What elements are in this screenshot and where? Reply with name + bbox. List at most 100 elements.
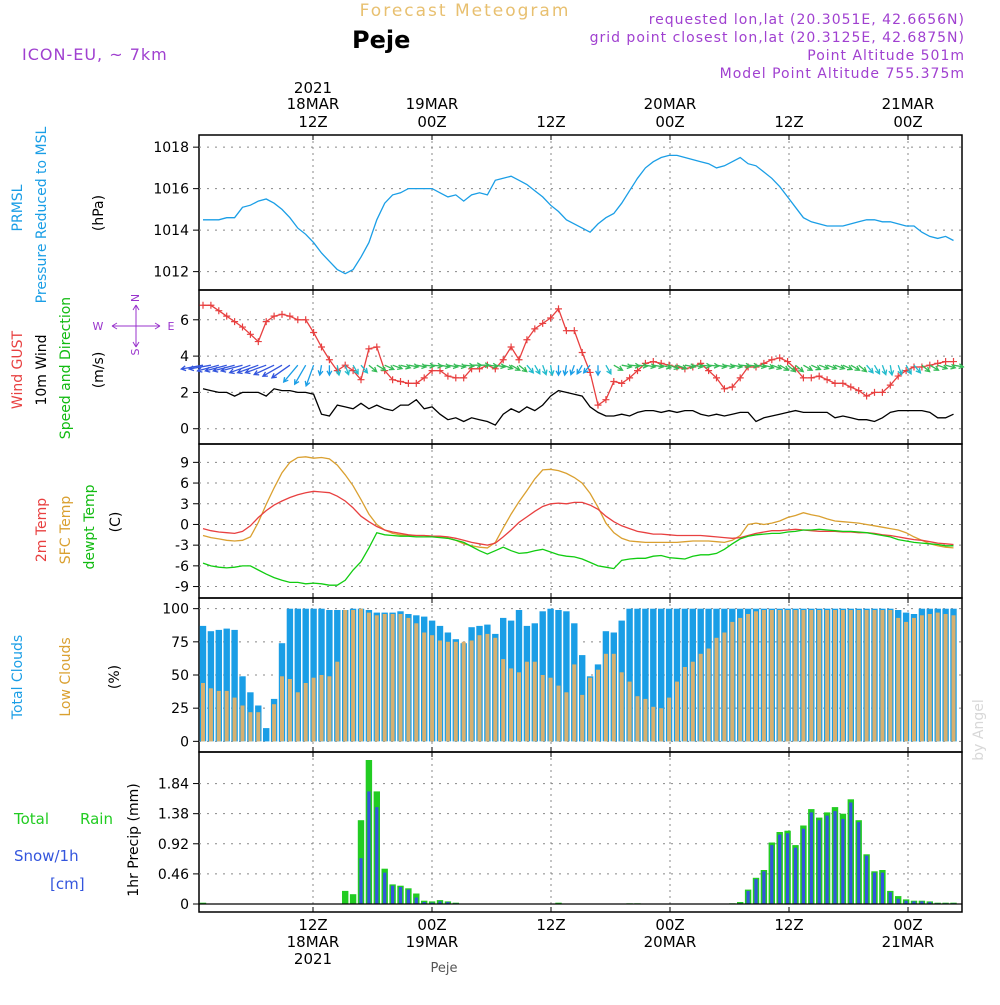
footer-station: Peje bbox=[431, 961, 458, 976]
low-cloud-bar-84 bbox=[864, 610, 869, 742]
low-cloud-bar-62 bbox=[690, 661, 695, 742]
low-cloud-bar-20 bbox=[359, 608, 363, 742]
wind-direction-arrow-89 bbox=[905, 364, 912, 375]
wind-direction-arrow-13 bbox=[294, 364, 307, 386]
wind-gust-series-point-64 bbox=[705, 367, 713, 375]
snow-bar-23 bbox=[383, 872, 387, 904]
wind-gust-series-point-80 bbox=[831, 379, 839, 387]
label-total-clouds: Total Clouds bbox=[10, 635, 26, 720]
wind-direction-arrow-76 bbox=[803, 364, 814, 371]
low-cloud-bar-49 bbox=[588, 677, 593, 742]
low-cloud-bar-14 bbox=[311, 677, 316, 742]
label-prmsl: PRMSL bbox=[10, 184, 26, 231]
model-altitude: Model Point Altitude 755.375m bbox=[720, 66, 965, 82]
temperature-ytick-label-4: 3 bbox=[180, 497, 189, 513]
wind-direction-arrow-50 bbox=[595, 365, 601, 377]
wind-gust-series-point-38 bbox=[499, 356, 507, 364]
top-label-6-date: 21MAR bbox=[882, 95, 935, 113]
label-speed-direction: Speed and Direction bbox=[58, 297, 74, 439]
label-2m-temp: 2m Temp bbox=[34, 498, 50, 562]
wind-gust-series-point-79 bbox=[823, 376, 831, 384]
top-time-labels: 2021 18MAR 12Z 19MAR 00Z 12Z 20MAR 00Z 1… bbox=[287, 79, 935, 131]
low-cloud-bar-71 bbox=[761, 610, 766, 742]
wind-direction-arrow-17 bbox=[335, 365, 342, 377]
bottom-label-5-hour: 12Z bbox=[774, 916, 803, 934]
wind-direction-arrow-78 bbox=[818, 364, 830, 371]
snow-bar-90 bbox=[912, 901, 916, 904]
low-cloud-bar-45 bbox=[556, 685, 561, 742]
low-cloud-bar-60 bbox=[675, 681, 679, 742]
clouds-ytick-label-0: 0 bbox=[180, 734, 189, 750]
low-cloud-bar-64 bbox=[706, 648, 711, 742]
low-cloud-bar-88 bbox=[896, 617, 901, 742]
pressure-ytick-label-1: 1014 bbox=[153, 223, 189, 239]
wind-gust-series-point-95 bbox=[950, 358, 957, 366]
wind-direction-arrow-82 bbox=[850, 364, 861, 371]
low-cloud-bar-4 bbox=[232, 697, 237, 742]
pressure-ytick-label-0: 1012 bbox=[153, 265, 189, 281]
low-cloud-bar-92 bbox=[927, 614, 932, 742]
low-cloud-bar-94 bbox=[943, 614, 948, 742]
low-cloud-bar-18 bbox=[343, 610, 348, 742]
label-cm: [cm] bbox=[50, 875, 85, 893]
low-cloud-bar-76 bbox=[801, 610, 806, 742]
wind-gust-series-point-3 bbox=[223, 312, 231, 320]
total-cloud-bar-59 bbox=[665, 608, 673, 742]
wind-gust-series-point-28 bbox=[420, 374, 428, 382]
wind-gust-series-point-22 bbox=[373, 343, 381, 351]
label-precip-axis: 1hr Precip (mm) bbox=[126, 783, 142, 896]
top-label-1-hour: 12Z bbox=[298, 113, 327, 131]
low-cloud-bar-73 bbox=[777, 610, 782, 742]
pressure-frame bbox=[198, 134, 963, 291]
low-cloud-bar-15 bbox=[319, 675, 324, 742]
low-cloud-bar-3 bbox=[224, 690, 229, 742]
low-cloud-bar-42 bbox=[532, 661, 537, 742]
temp-labels: 2m Temp SFC Temp dewpt Temp (C) bbox=[34, 484, 124, 569]
bottom-label-1-date: 18MAR bbox=[287, 933, 340, 951]
clouds-ytick-label-4: 100 bbox=[162, 602, 189, 618]
bottom-time-labels: 12Z 18MAR 2021 00Z 19MAR 12Z 00Z 20MAR 1… bbox=[287, 916, 935, 968]
sfc-temp-series bbox=[202, 456, 954, 549]
bottom-label-6-date: 21MAR bbox=[882, 933, 935, 951]
wind-direction-arrow-58 bbox=[661, 363, 673, 370]
wind-direction-arrow-48 bbox=[576, 364, 583, 375]
wind-direction-arrow-21 bbox=[368, 364, 378, 373]
rain-bar-18 bbox=[342, 890, 349, 904]
wind-direction-arrow-74 bbox=[787, 364, 797, 373]
wind-direction-arrow-33 bbox=[463, 362, 476, 369]
wind-direction-arrow-38 bbox=[502, 364, 514, 371]
wind-gust-series-point-12 bbox=[294, 316, 302, 324]
wind-direction-arrow-75 bbox=[795, 364, 805, 373]
total-cloud-bar-11 bbox=[286, 608, 294, 742]
wind-gust-series-point-81 bbox=[839, 379, 847, 387]
low-cloud-bar-69 bbox=[746, 614, 751, 742]
low-cloud-bar-79 bbox=[825, 610, 830, 742]
low-cloud-bar-72 bbox=[769, 610, 774, 742]
wind-gust-series-point-41 bbox=[523, 336, 531, 344]
low-cloud-bar-51 bbox=[603, 653, 608, 742]
wind-gust-series-point-31 bbox=[444, 372, 452, 380]
wind-gust-series-point-7 bbox=[254, 338, 262, 346]
wind-ytick-label-3: 6 bbox=[180, 313, 189, 329]
wind-gust-series-point-84 bbox=[863, 392, 871, 400]
wind-direction-arrow-62 bbox=[692, 363, 704, 370]
wind-gust-series-point-92 bbox=[926, 361, 934, 369]
low-cloud-bar-66 bbox=[722, 632, 727, 742]
snow-bar-20 bbox=[359, 858, 363, 904]
low-cloud-bar-43 bbox=[540, 675, 545, 742]
wind-direction-arrow-24 bbox=[392, 364, 404, 371]
low-cloud-bar-80 bbox=[833, 610, 837, 742]
low-cloud-bar-47 bbox=[572, 664, 577, 742]
wind-gust-series-point-65 bbox=[713, 374, 720, 382]
precipitation-ytick-label-4: 1.84 bbox=[158, 777, 189, 793]
snow-bar-82 bbox=[849, 802, 853, 904]
low-cloud-bar-75 bbox=[793, 610, 798, 742]
low-cloud-bar-48 bbox=[580, 694, 585, 742]
wind-gust-series-point-72 bbox=[768, 356, 776, 364]
low-cloud-bar-55 bbox=[635, 696, 640, 742]
low-cloud-bar-10 bbox=[280, 676, 284, 742]
total-cloud-bar-54 bbox=[626, 608, 633, 742]
wind-direction-arrow-88 bbox=[897, 364, 904, 376]
low-cloud-bar-50 bbox=[596, 669, 600, 742]
total-cloud-bar-1 bbox=[207, 631, 215, 742]
